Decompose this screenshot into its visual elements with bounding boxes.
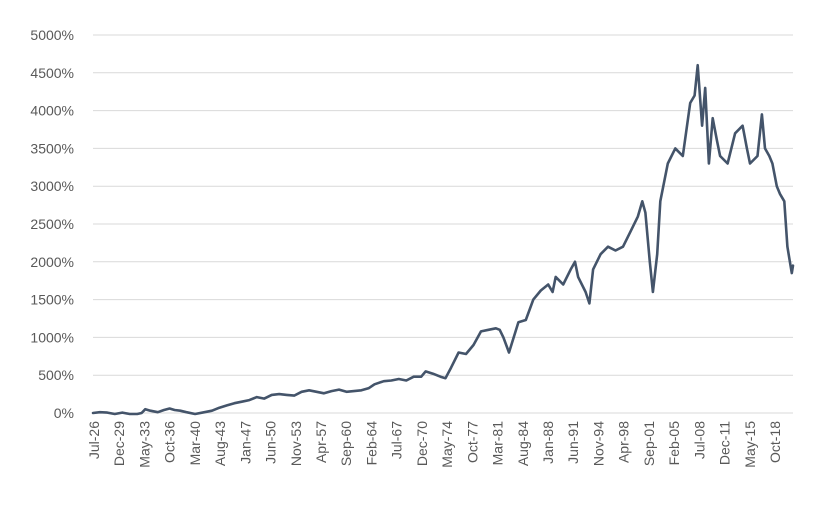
series-line-0 xyxy=(91,63,795,416)
y-tick-label: 2500% xyxy=(30,216,74,232)
x-tick-label: Jul-08 xyxy=(691,421,707,459)
x-tick-label: Nov-53 xyxy=(288,421,304,466)
y-tick-label: 4500% xyxy=(30,65,74,81)
y-tick-label: 1000% xyxy=(30,329,74,345)
x-tick-label: May-33 xyxy=(136,421,152,468)
x-tick-label: Feb-05 xyxy=(666,421,682,466)
x-tick-label: Mar-40 xyxy=(187,421,203,466)
x-tick-label: Oct-36 xyxy=(162,421,178,463)
x-tick-label: Dec-11 xyxy=(717,421,733,465)
x-tick-label: Apr-57 xyxy=(313,421,329,463)
x-tick-label: Dec-70 xyxy=(414,421,430,466)
x-axis-tick-labels: Jul-26 Dec-29 May-33 Oct-36 Mar-40 Aug-43 Jan-… xyxy=(86,421,783,468)
x-tick-label: Oct-18 xyxy=(767,421,783,463)
y-tick-label: 2000% xyxy=(30,254,74,270)
x-tick-label: Apr-98 xyxy=(616,421,632,463)
y-tick-label: 3500% xyxy=(30,140,74,156)
x-tick-label: May-15 xyxy=(742,421,758,468)
y-tick-label: 0% xyxy=(54,405,74,421)
x-tick-label: Mar-81 xyxy=(490,421,506,466)
y-tick-label: 4000% xyxy=(30,103,74,119)
x-tick-label: Nov-94 xyxy=(590,421,606,466)
y-tick-label: 3000% xyxy=(30,178,74,194)
x-tick-label: Jul-26 xyxy=(86,421,102,459)
x-tick-label: Aug-84 xyxy=(515,421,531,466)
x-tick-label: Jul-67 xyxy=(389,421,405,459)
x-tick-label: Sep-60 xyxy=(338,421,354,466)
x-tick-label: Jan-88 xyxy=(540,421,556,464)
x-tick-label: Jun-50 xyxy=(263,421,279,464)
x-tick-label: Jan-47 xyxy=(237,421,253,464)
gridlines xyxy=(93,34,793,414)
y-tick-label: 1500% xyxy=(30,292,74,308)
series-layer xyxy=(91,63,795,416)
x-tick-label: Jun-91 xyxy=(565,421,581,464)
x-tick-label: Feb-64 xyxy=(363,421,379,466)
x-tick-label: Aug-43 xyxy=(212,421,228,466)
x-tick-label: Oct-77 xyxy=(464,421,480,463)
y-axis-tick-labels: 0% 500% 1000% 1500% 2000% 2500% 3000% 3500% 4000… xyxy=(30,27,74,421)
x-tick-label: Sep-01 xyxy=(641,421,657,466)
y-tick-label: 500% xyxy=(38,367,74,383)
x-tick-label: Dec-29 xyxy=(111,421,127,466)
x-tick-label: May-74 xyxy=(439,421,455,468)
y-tick-label: 5000% xyxy=(30,27,74,43)
